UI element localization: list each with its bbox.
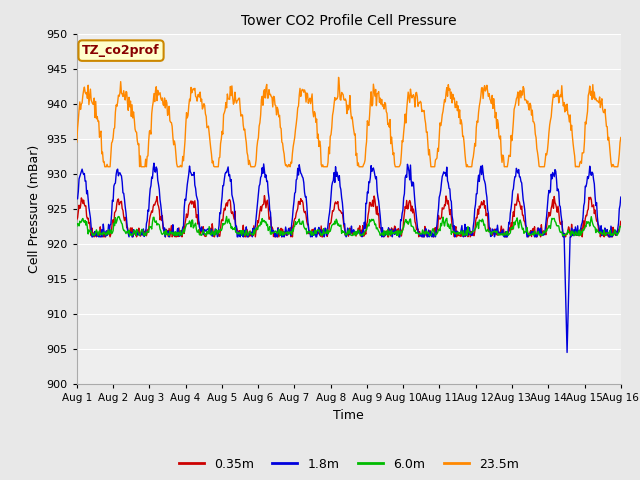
Legend: 0.35m, 1.8m, 6.0m, 23.5m: 0.35m, 1.8m, 6.0m, 23.5m [173, 453, 524, 476]
Text: TZ_co2prof: TZ_co2prof [82, 44, 160, 57]
X-axis label: Time: Time [333, 408, 364, 421]
Y-axis label: Cell Pressure (mBar): Cell Pressure (mBar) [28, 144, 41, 273]
Title: Tower CO2 Profile Cell Pressure: Tower CO2 Profile Cell Pressure [241, 14, 456, 28]
